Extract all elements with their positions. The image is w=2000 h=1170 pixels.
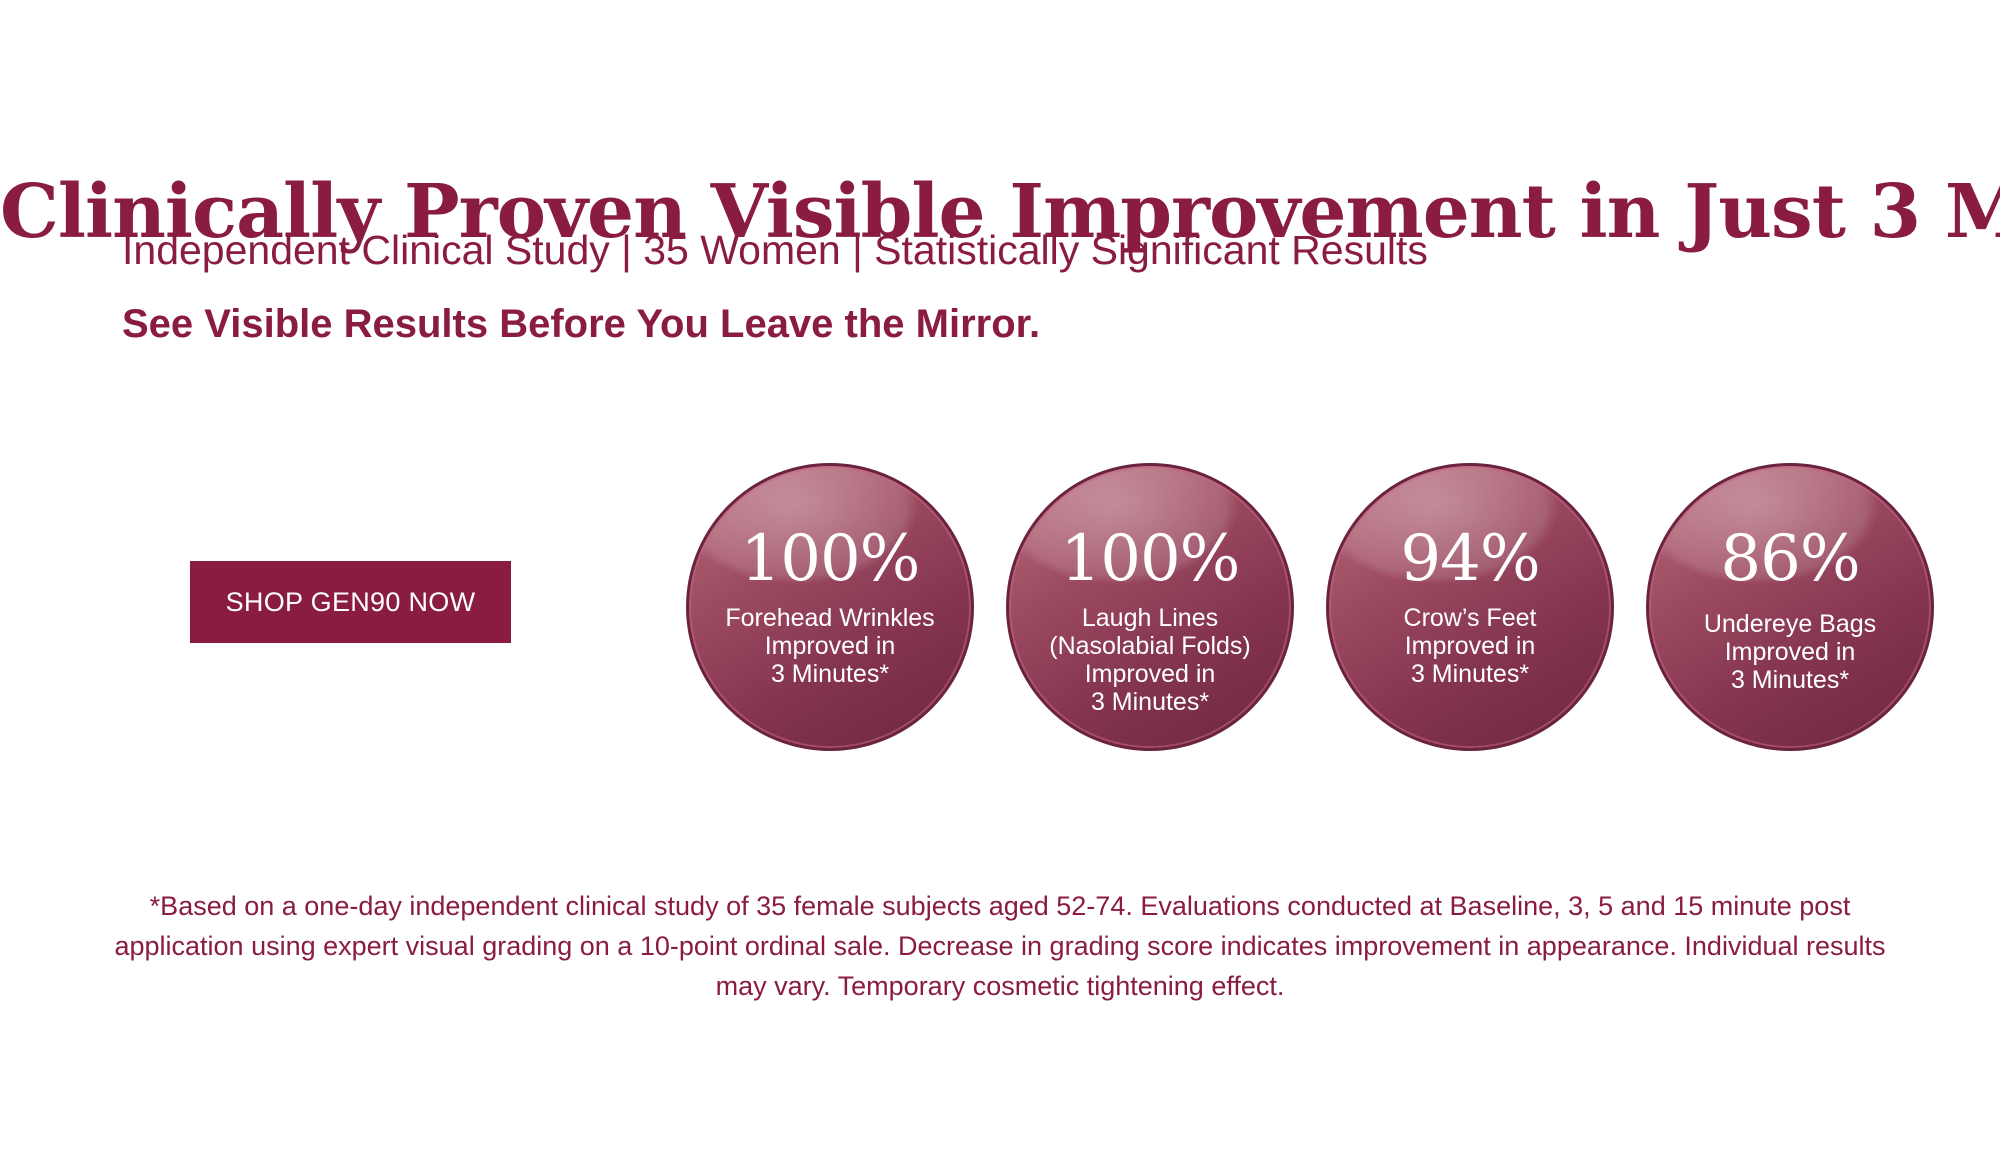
tagline: See Visible Results Before You Leave the… bbox=[122, 302, 1041, 346]
stat-badge-crows-feet: 94% Crow’s Feet Improved in 3 Minutes* bbox=[1326, 463, 1614, 751]
title-emphasis: Just 3 Minutes bbox=[1684, 168, 2000, 255]
stat-percent: 100% bbox=[740, 522, 921, 596]
study-disclaimer: *Based on a one-day independent clinical… bbox=[50, 886, 1950, 1006]
stat-description: Undereye Bags Improved in 3 Minutes* bbox=[1649, 610, 1931, 694]
stat-line: Crow’s Feet bbox=[1403, 604, 1537, 632]
stat-line: 3 Minutes* bbox=[1410, 660, 1530, 688]
stat-line: Undereye Bags bbox=[1703, 610, 1877, 638]
stat-line: 3 Minutes* bbox=[770, 660, 890, 688]
stat-description: Laugh Lines (Nasolabial Folds) Improved … bbox=[1009, 604, 1291, 716]
title-regular: Clinically Proven Visible Improvement in bbox=[0, 168, 1685, 255]
stat-percent: 100% bbox=[1060, 522, 1241, 596]
stat-percent: 86% bbox=[1720, 522, 1860, 596]
stat-line: Laugh Lines bbox=[1081, 604, 1219, 632]
stat-percent: 94% bbox=[1400, 522, 1540, 596]
disclaimer-line: application using expert visual grading … bbox=[114, 931, 1886, 961]
disclaimer-line: *Based on a one-day independent clinical… bbox=[149, 891, 1851, 921]
stat-description: Forehead Wrinkles Improved in 3 Minutes* bbox=[689, 604, 971, 688]
page-title: Clinically Proven Visible Improvement in… bbox=[0, 162, 2000, 262]
stat-line: (Nasolabial Folds) bbox=[1049, 632, 1251, 660]
stat-description: Crow’s Feet Improved in 3 Minutes* bbox=[1329, 604, 1611, 688]
stat-line: Improved in bbox=[1084, 660, 1216, 688]
stat-line: Forehead Wrinkles bbox=[725, 604, 935, 632]
study-subtitle: Independent Clinical Study | 35 Women | … bbox=[122, 227, 1428, 273]
disclaimer-line: may vary. Temporary cosmetic tightening … bbox=[715, 971, 1285, 1001]
stat-line: 3 Minutes* bbox=[1730, 666, 1850, 694]
stat-line: Improved in bbox=[1404, 632, 1536, 660]
stat-badge-forehead-wrinkles: 100% Forehead Wrinkles Improved in 3 Min… bbox=[686, 463, 974, 751]
stat-line: Improved in bbox=[1724, 638, 1856, 666]
shop-gen90-button[interactable]: SHOP GEN90 NOW bbox=[190, 561, 511, 643]
stat-badge-laugh-lines: 100% Laugh Lines (Nasolabial Folds) Impr… bbox=[1006, 463, 1294, 751]
stat-badge-undereye-bags: 86% Undereye Bags Improved in 3 Minutes* bbox=[1646, 463, 1934, 751]
stat-line: 3 Minutes* bbox=[1090, 688, 1210, 716]
stat-line: Improved in bbox=[764, 632, 896, 660]
